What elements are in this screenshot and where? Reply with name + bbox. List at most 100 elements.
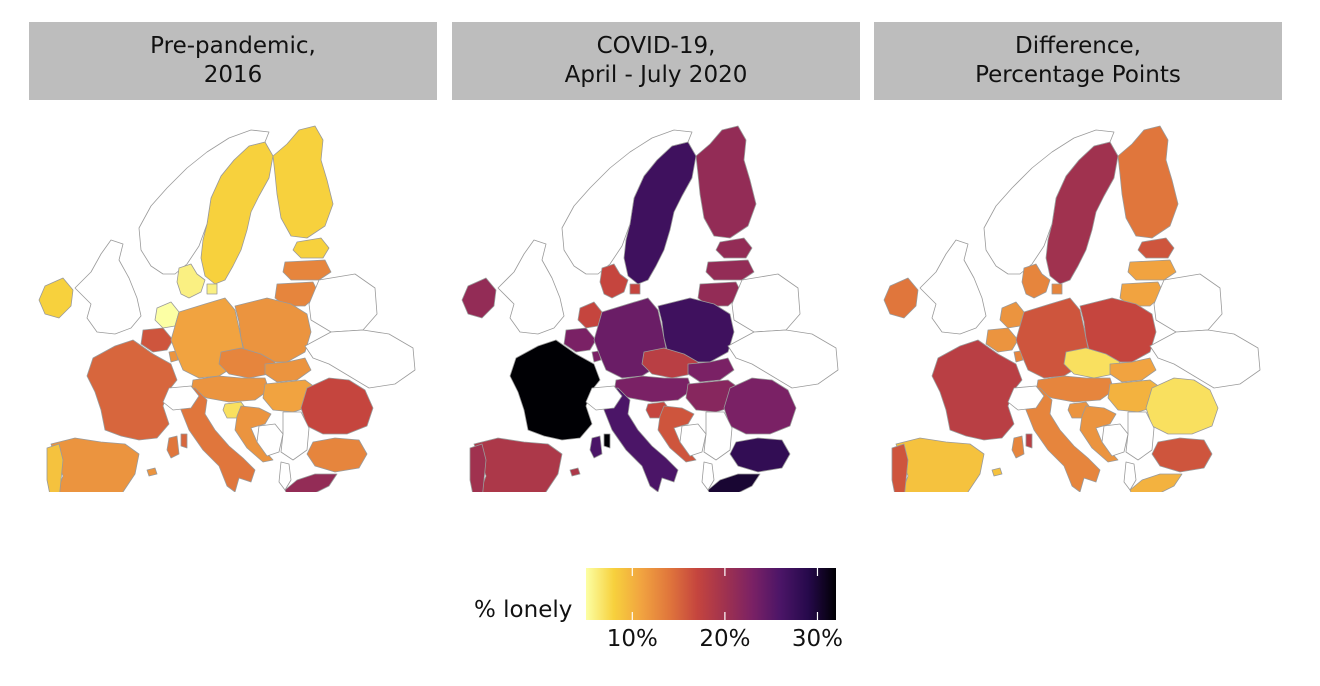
country-bulgaria [1151, 437, 1213, 473]
country-united-kingdom [74, 239, 142, 335]
country-belarus [308, 273, 378, 333]
country-ukraine [304, 329, 416, 389]
country-france [86, 339, 178, 441]
country-switzerland [1007, 385, 1045, 411]
country-bosnia [679, 423, 707, 457]
country-romania [723, 377, 797, 435]
country-poland [657, 297, 735, 363]
country-slovakia [1109, 357, 1157, 383]
country-slovakia [687, 357, 735, 383]
map-pre [38, 125, 416, 492]
country-belgium [985, 327, 1019, 353]
country-finland [1117, 125, 1179, 239]
country-ireland [461, 277, 497, 319]
country-norway [983, 129, 1115, 275]
country-latvia [1127, 259, 1177, 281]
country-italy [1021, 387, 1101, 492]
country-ukraine [727, 329, 839, 389]
country-romania [300, 377, 374, 435]
country-united-kingdom [919, 239, 987, 335]
country-serbia [280, 411, 310, 461]
legend-tick-label: 20% [699, 626, 751, 652]
panel-title-pre: Pre-pandemic, 2016 [29, 22, 437, 100]
country-estonia [1137, 237, 1175, 259]
panel-title-line2: Percentage Points [975, 62, 1181, 88]
country-albania [1123, 461, 1137, 491]
legend-colorbar [586, 568, 836, 620]
country-denmark [1021, 263, 1051, 299]
panel-title-line2: 2016 [203, 62, 263, 88]
panel-title-line1: COVID-19, [596, 33, 716, 59]
country-lithuania [274, 281, 320, 307]
panel-title-line2: April - July 2020 [564, 62, 748, 88]
country-serbia [703, 411, 733, 461]
country-bosnia [1101, 423, 1129, 457]
country-estonia [292, 237, 330, 259]
country-switzerland [162, 385, 200, 411]
country-france [603, 433, 611, 449]
country-portugal [469, 443, 487, 492]
country-albania [278, 461, 292, 491]
map-diff [883, 125, 1261, 492]
country-greece [707, 473, 761, 492]
panel-pre: Pre-pandemic, 2016 [29, 22, 437, 492]
country-poland [234, 297, 312, 363]
legend-tick-label: 30% [791, 626, 844, 652]
country-france [931, 339, 1023, 441]
country-spain [569, 467, 581, 477]
country-slovakia [264, 357, 312, 383]
panel-diff: Difference, Percentage Points [874, 22, 1282, 492]
color-legend: % lonely 10% 20% 30% [470, 566, 870, 666]
country-belarus [731, 273, 801, 333]
country-italy [166, 435, 180, 459]
country-finland [272, 125, 334, 239]
panel-covid: COVID-19, April - July 2020 [452, 22, 860, 492]
country-france [509, 339, 601, 441]
panel-title-covid: COVID-19, April - July 2020 [452, 22, 860, 100]
panel-title-line1: Pre-pandemic, [150, 33, 316, 59]
country-denmark [629, 283, 641, 295]
country-romania [1145, 377, 1219, 435]
legend-title: % lonely [474, 597, 573, 623]
country-greece [1129, 473, 1183, 492]
country-greece [284, 473, 338, 492]
country-lithuania [1119, 281, 1165, 307]
country-denmark [1051, 283, 1063, 295]
country-latvia [705, 259, 755, 281]
country-spain [473, 437, 563, 492]
country-bulgaria [306, 437, 368, 473]
legend-tick-label: 10% [606, 626, 658, 652]
country-italy [589, 435, 603, 459]
country-estonia [715, 237, 753, 259]
country-norway [138, 129, 270, 275]
country-france [180, 433, 188, 449]
map-covid [461, 125, 839, 492]
country-denmark [599, 263, 629, 299]
country-serbia [1125, 411, 1155, 461]
country-belgium [563, 327, 597, 353]
country-lithuania [697, 281, 743, 307]
country-italy [176, 387, 256, 492]
country-ukraine [1149, 329, 1261, 389]
country-italy [1011, 435, 1025, 459]
country-italy [599, 387, 679, 492]
panel-title-line1: Difference, [1015, 33, 1141, 59]
country-spain [50, 437, 140, 492]
country-spain [991, 467, 1003, 477]
country-albania [701, 461, 715, 491]
country-denmark [176, 263, 206, 299]
country-latvia [282, 259, 332, 281]
country-poland [1079, 297, 1157, 363]
country-france [1025, 433, 1033, 449]
country-portugal [46, 443, 64, 492]
country-belarus [1153, 273, 1223, 333]
country-spain [146, 467, 158, 477]
country-norway [561, 129, 693, 275]
country-belgium [140, 327, 174, 353]
country-bulgaria [729, 437, 791, 473]
country-spain [895, 437, 985, 492]
country-finland [695, 125, 757, 239]
country-switzerland [585, 385, 623, 411]
legend-gradient [586, 568, 836, 620]
country-ireland [38, 277, 74, 319]
